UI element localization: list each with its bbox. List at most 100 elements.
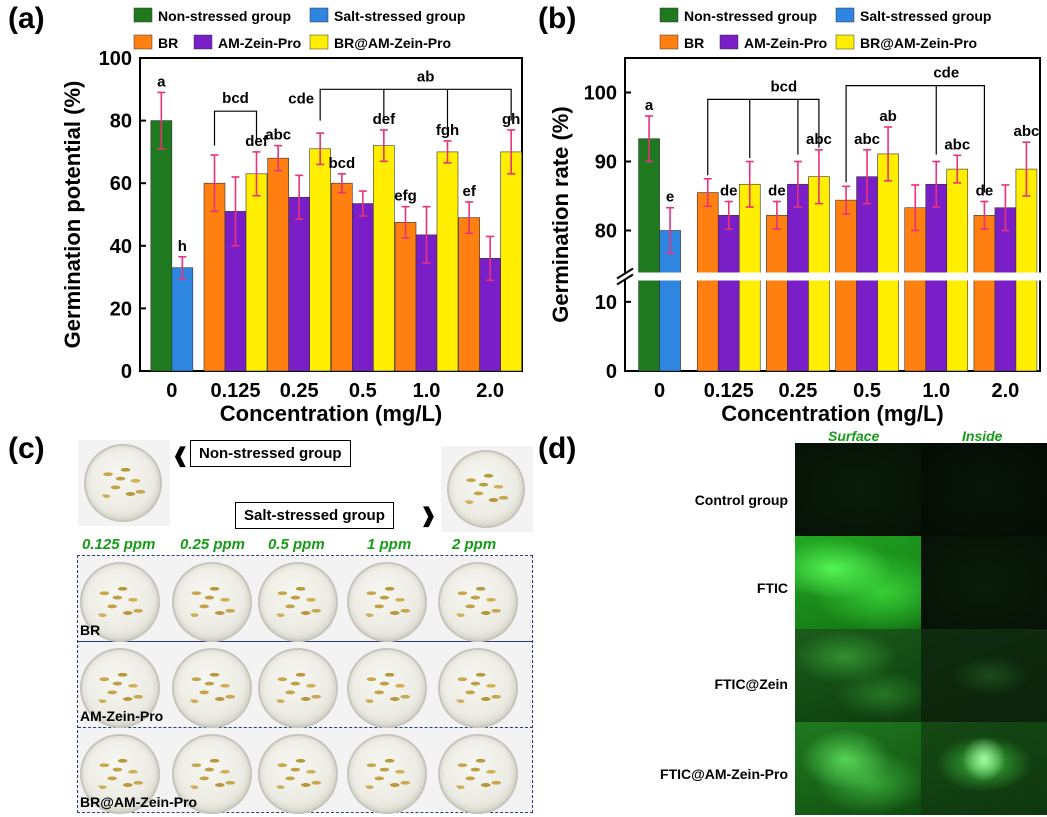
x-tick-label: 1.0 [922,380,950,402]
panel-a-label: (a) [8,2,45,35]
significance-label: ef [462,183,476,200]
bar-br [973,215,996,372]
plot-frame [139,57,523,372]
row-divider [78,727,533,728]
bar-am-zein-pro [717,215,740,372]
bracket-label: bcd [770,78,797,95]
arrow-right-icon: ❱ [420,505,437,527]
row-label-am-zein-pro: AM-Zein-Pro [80,708,164,724]
petri-dish [80,734,160,814]
significance-label: abc [944,136,970,153]
conc-label: 0.5 ppm [268,536,325,553]
fl-row-ftic-am: FTIC@AM-Zein-Pro [660,766,788,782]
x-tick-label: 0.25 [280,380,319,402]
x-tick-label: 0.125 [210,380,260,402]
panel-c-label: (c) [8,432,45,465]
y-tick-label: 80 [110,111,132,133]
row-label-br-am-zein-pro: BR@AM-Zein-Pro [80,794,198,810]
x-tick-label: 1.0 [413,380,441,402]
petri-dish [347,648,427,728]
plot-frame [624,57,1041,372]
significance-label: efg [394,188,417,205]
panel-b-label: (b) [538,2,577,35]
col-inside: Inside [962,428,1003,444]
significance-bracket [213,110,258,146]
petri-dish [172,562,252,642]
significance-label: de [768,183,786,200]
conc-label: 0.125 ppm [82,536,156,553]
significance-label: fgh [436,122,459,139]
fl-row-ftic-zein: FTIC@Zein [714,676,788,692]
x-tick-label: 0.25 [778,380,817,402]
bar-br [458,217,480,372]
y-tick-label: 100 [99,48,132,70]
x-tick-label: 0 [654,380,665,402]
petri-dish [438,734,518,814]
significance-label: de [720,183,738,200]
panel-d-label: (d) [538,432,577,465]
legend-swatch [309,7,329,23]
significance-bracket [845,85,986,193]
bar-am-zein-pro [994,207,1017,372]
petri-dish [438,648,518,728]
conc-label: 1 ppm [367,536,412,553]
row-divider [78,641,533,642]
legend-swatch [659,7,679,23]
fl-ftic-surface [795,536,921,629]
legend-label: BR [158,35,178,51]
axis-break-gap [619,272,1046,281]
bar-br-am-zein-pro [877,153,899,372]
legend-label: AM-Zein-Pro [218,35,301,51]
significance-label: bcd [328,155,355,172]
legend-swatch [835,7,855,23]
significance-label: a [157,73,166,90]
y-tick-label: 0 [121,361,132,383]
axis-break-mark [616,273,634,286]
legend-swatch [835,34,855,50]
bracket-label: cde [933,65,959,82]
legend-label: Non-stressed group [158,8,291,24]
x-axis-title: Concentration (mg/L) [220,401,442,426]
bar-br [331,182,353,372]
bar-br-am-zein-pro [946,168,969,372]
legend-label: AM-Zein-Pro [744,35,827,51]
legend-label: Salt-stressed group [334,8,465,24]
bracket-label: ab [417,68,435,85]
x-tick-label: 0 [166,380,177,402]
legend-swatch [193,34,213,50]
legend-swatch [133,34,153,50]
bar-br-am-zein-pro [1015,168,1038,372]
fl-ftic-zein-surface [795,629,921,722]
x-tick-label: 2.0 [992,380,1020,402]
fl-ftic-zein-inside [921,629,1047,722]
significance-bracket [707,98,820,176]
significance-bracket [319,88,512,130]
bar-br-am-zein-pro [436,151,459,372]
significance-label: h [178,238,187,255]
arrow-left-icon: ❰ [172,445,189,467]
col-surface: Surface [828,428,880,444]
legend-swatch [133,7,153,23]
petri-dish [438,562,518,642]
non-stressed-box-label: Non-stressed group [190,440,351,467]
x-tick-label: 2.0 [476,380,504,402]
row-label-br: BR [80,622,101,638]
legend-label: BR [684,35,704,51]
significance-label: a [645,97,654,114]
y-tick-label: 40 [110,236,132,258]
legend-swatch [719,34,739,50]
x-axis-title: Concentration (mg/L) [721,401,943,426]
bar-br-am-zein-pro [500,151,522,372]
fl-ftic-inside [921,536,1047,629]
significance-label: abc [1013,123,1039,140]
fl-control-inside [921,443,1047,536]
fl-ftic-am-inside [921,722,1047,815]
y-tick-label: 80 [595,221,617,243]
petri-dish [258,734,338,814]
y-tick-label: 90 [595,152,617,174]
bar-br-am-zein-pro [373,145,395,372]
fl-control-surface [795,443,921,536]
bar-non-stressed [150,120,173,372]
